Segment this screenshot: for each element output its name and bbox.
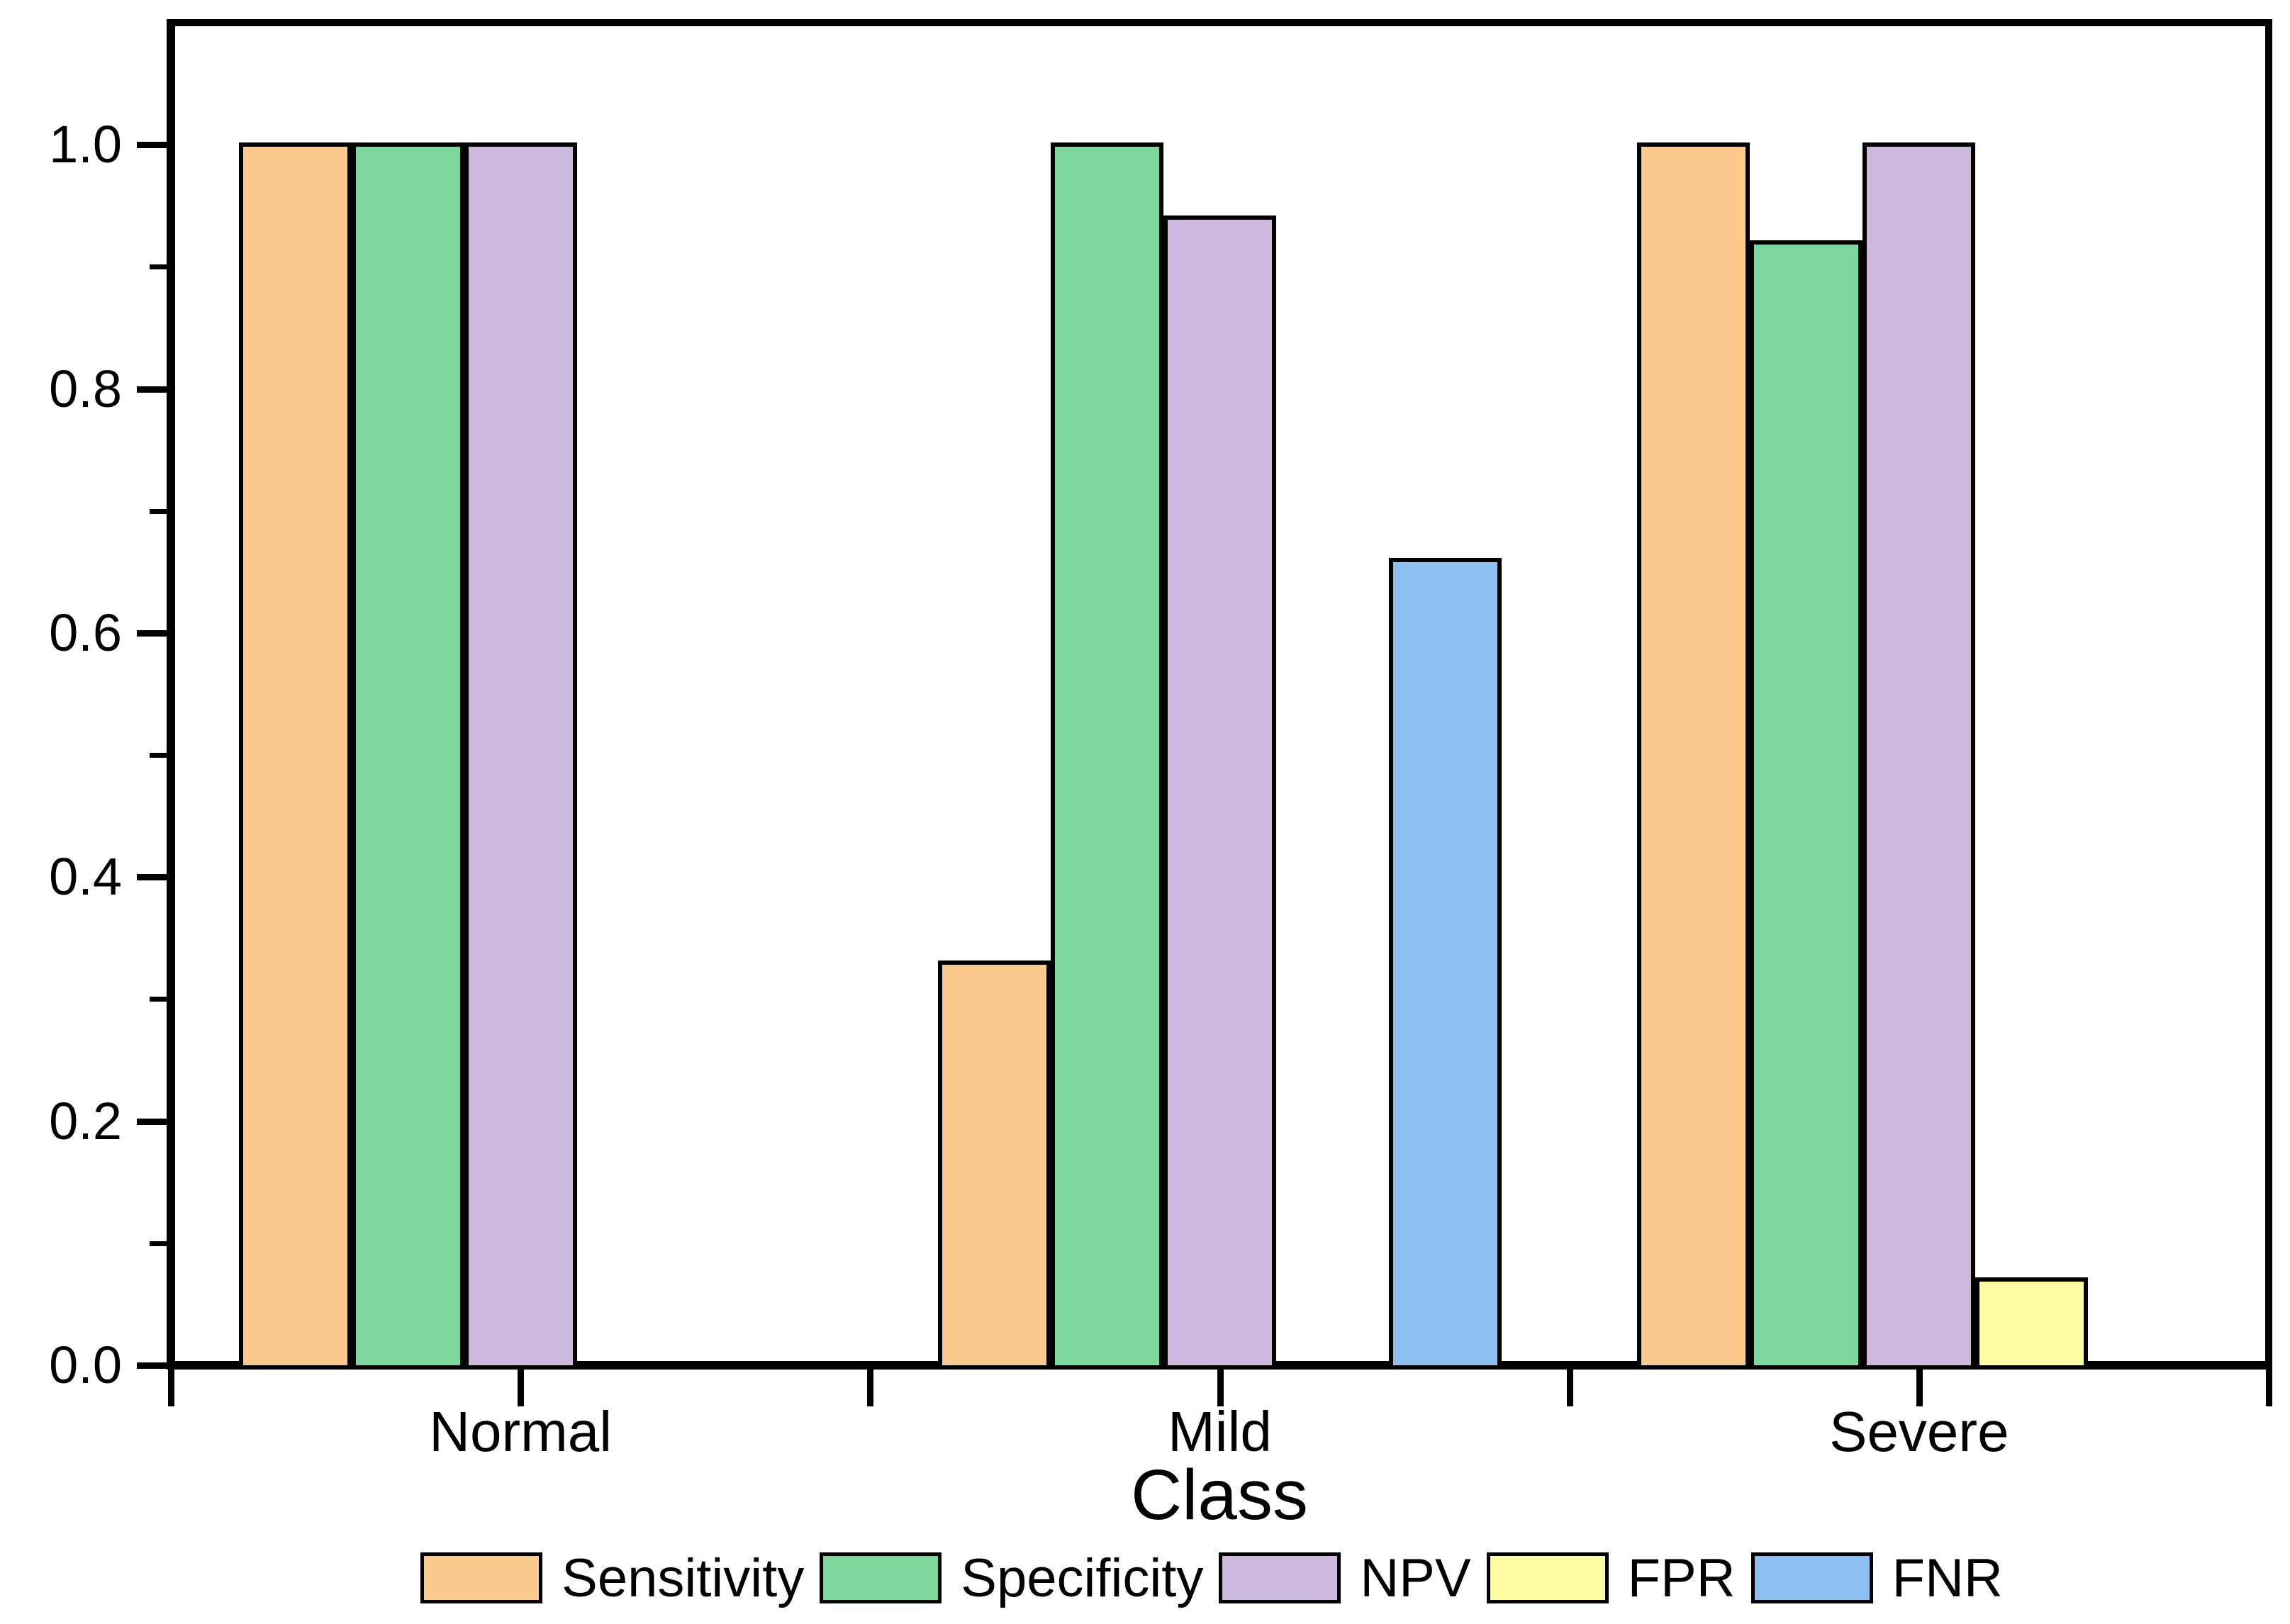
y-tick-label: 0.0 [49,1335,122,1394]
legend-swatch-sensitivity [420,1552,543,1603]
legend-swatch-fpr [1486,1552,1609,1603]
y-tick-label: 0.6 [49,603,122,662]
x-tick [518,1370,525,1406]
legend-swatch-fnr [1750,1552,1873,1603]
y-tick-label: 0.4 [49,847,122,907]
legend-item-npv: NPV [1219,1547,1475,1609]
legend: Sensitivity Specificity NPV FPR FNR [167,1545,2272,1611]
legend-label-specificity: Specificity [961,1547,1204,1608]
legend-swatch-npv [1219,1552,1341,1603]
legend-label-npv: NPV [1360,1547,1471,1608]
legend-swatch-specificity [820,1552,942,1603]
x-tick [168,1370,174,1406]
y-minor-tick [150,753,167,758]
y-major-tick [137,874,167,881]
bar-npv-mild [1163,215,1276,1370]
y-major-tick [137,386,167,393]
y-minor-tick [150,508,167,514]
x-tick [1217,1370,1224,1406]
x-category-label-mild: Mild [1168,1400,1272,1463]
x-tick [1566,1370,1573,1406]
legend-label-fnr: FNR [1892,1547,2003,1608]
y-tick-label: 1.0 [49,115,122,174]
bar-npv-severe [1862,142,1976,1370]
y-major-tick [137,1118,167,1125]
legend-label-sensitivity: Sensitivity [562,1547,805,1608]
y-major-tick [137,629,167,637]
bar-sensitivity-normal [238,142,352,1370]
legend-item-sensitivity: Sensitivity [420,1547,808,1609]
bar-specificity-normal [351,142,464,1370]
x-axis-title: Class [1130,1455,1309,1535]
y-tick-label: 0.2 [49,1091,122,1150]
legend-label-fpr: FPR [1627,1547,1736,1608]
bar-npv-normal [464,142,577,1370]
bar-sensitivity-severe [1637,142,1750,1370]
y-tick-label: 0.8 [49,359,122,418]
x-tick [867,1370,874,1406]
bar-specificity-severe [1750,240,1863,1370]
y-major-tick [137,1362,167,1369]
legend-item-fnr: FNR [1750,1547,2007,1609]
y-major-tick [137,142,167,149]
x-category-label-severe: Severe [1829,1400,2009,1463]
bar-sensitivity-mild [938,960,1051,1370]
x-tick [1916,1370,1923,1406]
legend-item-specificity: Specificity [820,1547,1207,1609]
y-minor-tick [150,264,167,270]
bar-fnr-mild [1389,557,1502,1370]
y-minor-tick [150,1241,167,1246]
y-minor-tick [150,997,167,1002]
legend-item-fpr: FPR [1486,1547,1740,1609]
x-tick [2266,1370,2272,1406]
x-category-label-normal: Normal [429,1400,613,1463]
bar-fpr-severe [1975,1277,2089,1370]
bar-specificity-mild [1051,142,1163,1370]
